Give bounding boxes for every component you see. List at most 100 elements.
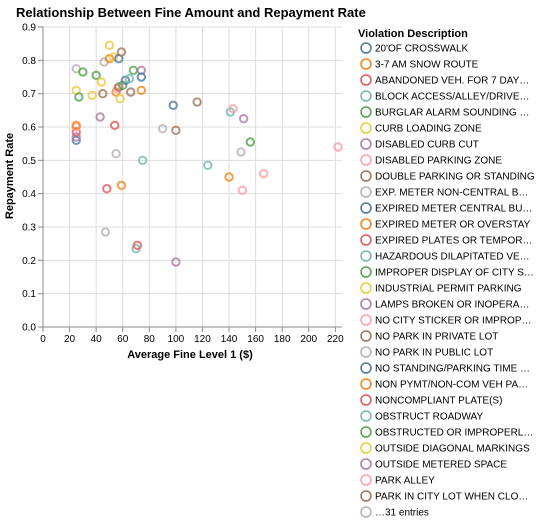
data-point: [237, 185, 248, 196]
legend-symbol: [360, 202, 372, 214]
data-point: [236, 147, 246, 157]
x-tick-label: 220: [327, 334, 344, 345]
data-point: [71, 132, 81, 142]
legend: Violation Description 20'OF CROSSWALK 3-7…: [358, 28, 535, 519]
data-point: [91, 70, 101, 81]
legend-symbol: [360, 122, 372, 134]
legend-label: OBSTRUCTED OR IMPROPERL…: [375, 428, 533, 439]
y-tick-label: 0.9: [22, 23, 36, 34]
x-tick-label: 60: [117, 334, 129, 345]
legend-symbol: [360, 90, 372, 102]
legend-label: LAMPS BROKEN OR INOPERA…: [375, 300, 529, 311]
legend-symbol: [360, 378, 372, 390]
data-point: [71, 120, 81, 131]
y-tick-label: 0.4: [22, 189, 36, 200]
legend-label: OBSTRUCT ROADWAY: [375, 412, 483, 423]
data-point: [87, 90, 97, 101]
data-point: [102, 183, 112, 194]
data-point: [124, 73, 135, 84]
x-tick-label: 140: [221, 334, 238, 345]
legend-label: EXP. METER NON-CENTRAL B…: [375, 188, 528, 199]
data-point: [137, 155, 148, 166]
x-tick-label: 200: [300, 334, 317, 345]
legend-label: INDUSTRIAL PERMIT PARKING: [375, 284, 522, 295]
legend-label: EXPIRED METER CENTRAL BU…: [375, 204, 532, 215]
data-point: [126, 87, 136, 97]
legend-symbol: [360, 458, 372, 470]
data-point: [96, 77, 107, 87]
legend-label: OUTSIDE DIAGONAL MARKINGS: [375, 444, 530, 455]
data-point: [95, 112, 105, 122]
legend-symbol: [360, 362, 372, 374]
legend-label: NO PARK IN PRIVATE LOT: [375, 332, 498, 343]
legend-label: DISABLED PARKING ZONE: [375, 156, 502, 167]
legend-label: PARK ALLEY: [375, 476, 435, 487]
legend-label: OUTSIDE METERED SPACE: [375, 460, 507, 471]
data-point: [157, 123, 168, 134]
data-point: [333, 142, 343, 152]
legend-symbol: [360, 314, 372, 326]
data-point: [100, 227, 111, 237]
data-point: [128, 65, 139, 76]
y-tick-label: 0.0: [22, 323, 36, 334]
legend-label: DISABLED CURB CUT: [375, 140, 479, 151]
legend-label: 20'OF CROSSWALK: [375, 44, 469, 55]
legend-label: 3-7 AM SNOW ROUTE: [375, 60, 479, 71]
data-point: [78, 67, 88, 77]
y-tick-label: 0.1: [22, 289, 36, 300]
x-tick-label: 100: [168, 334, 185, 345]
legend-title: Violation Description: [358, 28, 468, 40]
legend-symbol: [360, 394, 372, 406]
x-axis-title: Average Fine Level 1 ($): [127, 349, 253, 361]
legend-symbol: [360, 186, 372, 198]
data-point: [136, 85, 147, 96]
legend-label: ABANDONED VEH. FOR 7 DAY…: [375, 76, 529, 87]
y-tick-label: 0.8: [22, 56, 36, 67]
chart-title: Relationship Between Fine Amount and Rep…: [16, 5, 366, 20]
data-point: [228, 103, 238, 114]
legend-symbol: [360, 426, 372, 438]
data-point: [74, 92, 84, 102]
data-point: [116, 47, 127, 57]
data-point: [98, 88, 108, 99]
legend-symbol: [360, 346, 372, 358]
data-point: [192, 97, 202, 107]
legend-label: HAZARDOUS DILAPITATED VE…: [375, 252, 530, 263]
x-tick-label: 180: [274, 334, 291, 345]
data-point: [110, 120, 120, 131]
x-tick-label: 0: [40, 334, 46, 345]
x-tick-label: 20: [64, 334, 76, 345]
legend-label: NO STANDING/PARKING TIME …: [375, 364, 530, 375]
y-tick-label: 0.3: [22, 223, 36, 234]
data-point: [238, 113, 249, 124]
legend-symbol: [360, 106, 372, 118]
data-point: [104, 40, 115, 51]
legend-label: BLOCK ACCESS/ALLEY/DRIVE…: [375, 92, 530, 103]
data-point: [116, 180, 127, 191]
legend-symbol: [360, 506, 372, 518]
data-point: [136, 72, 147, 82]
legend-symbol: [360, 410, 372, 422]
legend-label: DOUBLE PARKING OR STANDING: [375, 172, 535, 183]
legend-label: NON PYMT/NON-COM VEH PA…: [375, 380, 528, 391]
legend-symbol: [360, 234, 372, 246]
y-axis-title: Repayment Rate: [4, 133, 16, 219]
legend-label: PARK IN CITY LOT WHEN CLO…: [375, 492, 528, 503]
data-point: [132, 240, 143, 251]
x-tick-label: 80: [144, 334, 156, 345]
legend-symbol: [360, 218, 372, 230]
legend-label: EXPIRED PLATES OR TEMPOR…: [375, 236, 532, 247]
legend-symbol: [360, 330, 372, 342]
legend-symbol: [360, 74, 372, 86]
data-point: [245, 137, 256, 147]
legend-symbol: [360, 154, 372, 166]
data-points: [71, 40, 343, 267]
legend-symbol: [360, 474, 372, 486]
legend-symbol: [360, 250, 372, 262]
x-tick-label: 40: [91, 334, 103, 345]
legend-label: NO CITY STICKER OR IMPROP…: [375, 316, 532, 327]
axes: 0 20 40 60 80 100 120 140 160 180 200 220 0.0 0.1 0.2 0…: [22, 23, 344, 346]
data-point: [258, 168, 269, 179]
x-tick-label: 160: [247, 334, 264, 345]
